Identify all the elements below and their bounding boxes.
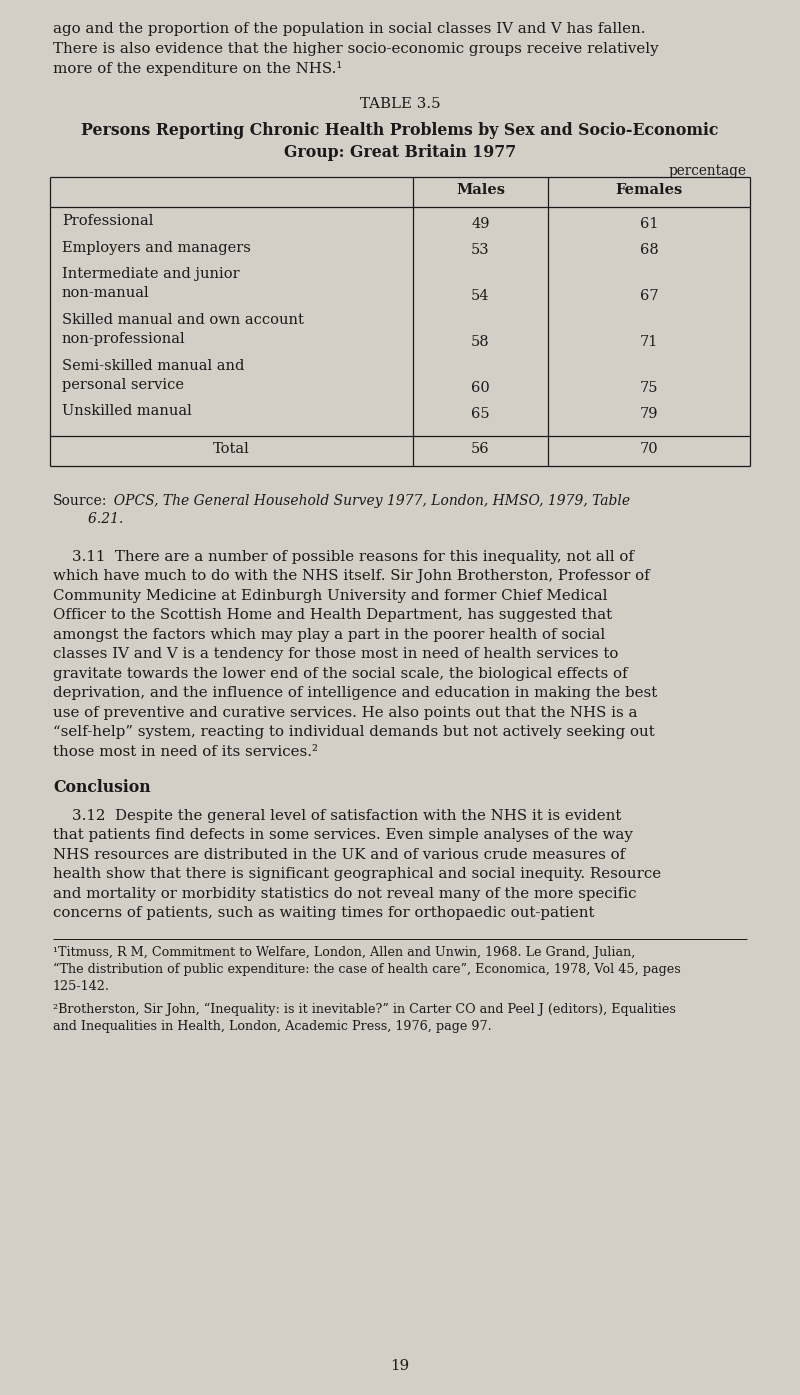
- Text: classes IV and V is a tendency for those most in need of health services to: classes IV and V is a tendency for those…: [53, 647, 618, 661]
- Text: ago and the proportion of the population in social classes IV and V has fallen.: ago and the proportion of the population…: [53, 22, 646, 36]
- Text: 68: 68: [640, 243, 658, 257]
- Text: health show that there is significant geographical and social inequity. Resource: health show that there is significant ge…: [53, 868, 661, 882]
- Text: 65: 65: [471, 407, 490, 421]
- Text: NHS resources are distributed in the UK and of various crude measures of: NHS resources are distributed in the UK …: [53, 848, 626, 862]
- Text: Intermediate and junior: Intermediate and junior: [62, 266, 240, 280]
- Text: Source:: Source:: [53, 494, 107, 508]
- Text: OPCS, The General Household Survey 1977, London, HMSO, 1979, Table: OPCS, The General Household Survey 1977,…: [105, 494, 630, 508]
- Text: use of preventive and curative services. He also points out that the NHS is a: use of preventive and curative services.…: [53, 706, 638, 720]
- Text: TABLE 3.5: TABLE 3.5: [360, 98, 440, 112]
- Text: 79: 79: [640, 407, 658, 421]
- Text: 49: 49: [471, 218, 490, 232]
- Text: 3.12  Despite the general level of satisfaction with the NHS it is evident: 3.12 Despite the general level of satisf…: [53, 809, 622, 823]
- Text: those most in need of its services.²: those most in need of its services.²: [53, 745, 318, 759]
- Text: ¹Titmuss, R M, Commitment to Welfare, London, Allen and Unwin, 1968. Le Grand, J: ¹Titmuss, R M, Commitment to Welfare, Lo…: [53, 946, 635, 958]
- Text: 19: 19: [390, 1359, 410, 1373]
- Text: 60: 60: [471, 381, 490, 395]
- Text: Community Medicine at Edinburgh University and former Chief Medical: Community Medicine at Edinburgh Universi…: [53, 589, 607, 603]
- Text: gravitate towards the lower end of the social scale, the biological effects of: gravitate towards the lower end of the s…: [53, 667, 628, 681]
- Text: Conclusion: Conclusion: [53, 778, 150, 795]
- Text: 56: 56: [471, 442, 490, 456]
- Text: deprivation, and the influence of intelligence and education in making the best: deprivation, and the influence of intell…: [53, 686, 658, 700]
- Text: 3.11  There are a number of possible reasons for this inequality, not all of: 3.11 There are a number of possible reas…: [53, 550, 634, 564]
- Text: 53: 53: [471, 243, 490, 257]
- Text: and Inequalities in Health, London, Academic Press, 1976, page 97.: and Inequalities in Health, London, Acad…: [53, 1020, 492, 1034]
- Text: which have much to do with the NHS itself. Sir John Brotherston, Professor of: which have much to do with the NHS itsel…: [53, 569, 650, 583]
- Text: non-manual: non-manual: [62, 286, 150, 300]
- Text: concerns of patients, such as waiting times for orthopaedic out-patient: concerns of patients, such as waiting ti…: [53, 907, 594, 921]
- Text: personal service: personal service: [62, 378, 184, 392]
- Text: 125-142.: 125-142.: [53, 981, 110, 993]
- Text: Females: Females: [615, 183, 682, 197]
- Text: amongst the factors which may play a part in the poorer health of social: amongst the factors which may play a par…: [53, 628, 606, 642]
- Text: 6.21.: 6.21.: [53, 512, 123, 526]
- Text: that patients find defects in some services. Even simple analyses of the way: that patients find defects in some servi…: [53, 829, 633, 843]
- Text: Unskilled manual: Unskilled manual: [62, 405, 192, 418]
- Text: 61: 61: [640, 218, 658, 232]
- Text: Semi-skilled manual and: Semi-skilled manual and: [62, 359, 244, 372]
- Text: ²Brotherston, Sir John, “Inequality: is it inevitable?” in Carter CO and Peel J : ²Brotherston, Sir John, “Inequality: is …: [53, 1003, 676, 1017]
- Text: 75: 75: [640, 381, 658, 395]
- Text: 71: 71: [640, 335, 658, 349]
- Text: Persons Reporting Chronic Health Problems by Sex and Socio-Economic: Persons Reporting Chronic Health Problem…: [82, 123, 718, 140]
- Text: “self-help” system, reacting to individual demands but not actively seeking out: “self-help” system, reacting to individu…: [53, 725, 654, 739]
- Text: Males: Males: [456, 183, 505, 197]
- Text: “The distribution of public expenditure: the case of health care”, Economica, 19: “The distribution of public expenditure:…: [53, 963, 681, 976]
- Text: 70: 70: [640, 442, 658, 456]
- Text: more of the expenditure on the NHS.¹: more of the expenditure on the NHS.¹: [53, 61, 342, 75]
- Text: Professional: Professional: [62, 215, 154, 229]
- Text: There is also evidence that the higher socio-economic groups receive relatively: There is also evidence that the higher s…: [53, 42, 658, 56]
- Text: Total: Total: [213, 442, 250, 456]
- Text: Group: Great Britain 1977: Group: Great Britain 1977: [284, 144, 516, 160]
- Text: Skilled manual and own account: Skilled manual and own account: [62, 312, 304, 326]
- Text: 67: 67: [640, 289, 658, 303]
- Text: 54: 54: [471, 289, 490, 303]
- Text: percentage: percentage: [669, 165, 747, 179]
- Text: Employers and managers: Employers and managers: [62, 240, 251, 254]
- Text: non-professional: non-professional: [62, 332, 186, 346]
- Text: and mortality or morbidity statistics do not reveal many of the more specific: and mortality or morbidity statistics do…: [53, 887, 637, 901]
- Text: Officer to the Scottish Home and Health Department, has suggested that: Officer to the Scottish Home and Health …: [53, 608, 612, 622]
- Text: 58: 58: [471, 335, 490, 349]
